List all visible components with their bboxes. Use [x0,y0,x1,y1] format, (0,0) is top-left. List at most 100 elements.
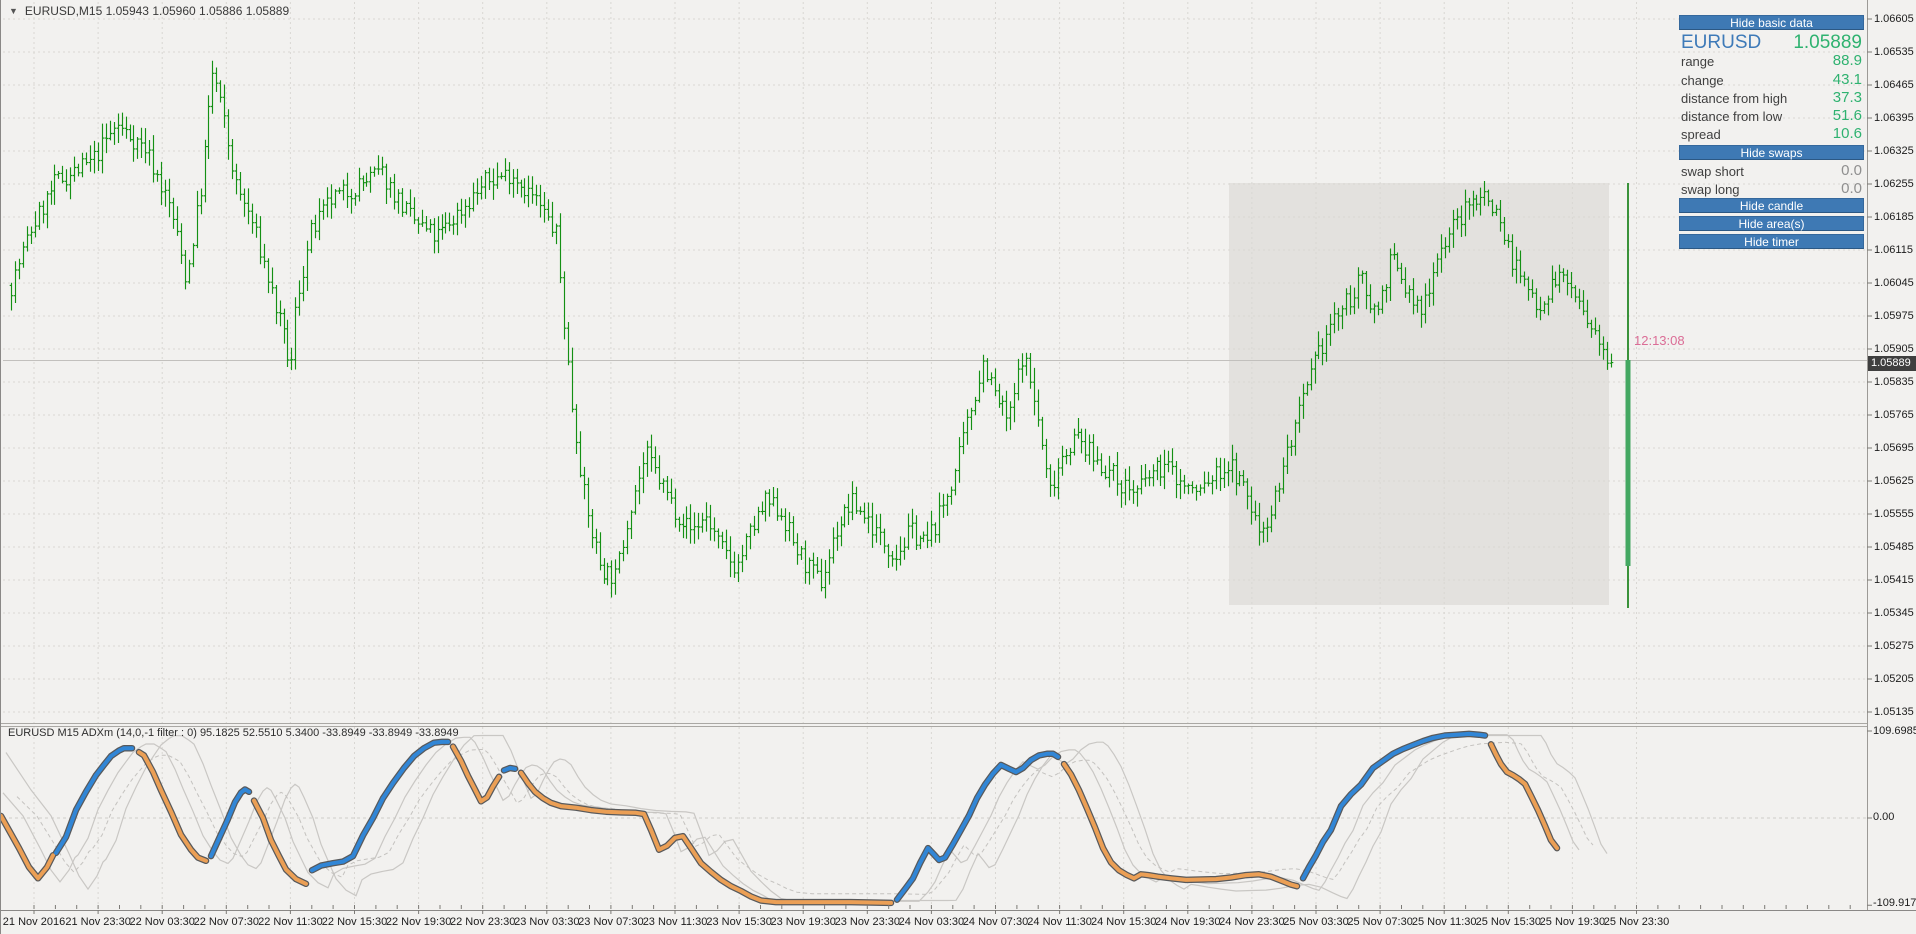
panel-price: 1.05889 [1793,32,1862,53]
stat-label: range [1681,54,1715,69]
grid-lines [3,2,1867,908]
swap-value: 0.0 [1841,162,1862,179]
symbol-dropdown-icon[interactable]: ▼ [9,6,18,16]
price-axis-label: 1.05905 [1874,343,1914,355]
price-axis-label: 1.06465 [1874,79,1914,91]
hide-candle-button[interactable]: Hide candle [1679,198,1864,213]
axis-ticks [33,18,1872,914]
price-axis-label: 1.05555 [1874,508,1914,520]
time-axis-label: 25 Nov 23:30 [1603,916,1670,928]
adx-main-line-blue [502,766,517,773]
time-axis-label: 23 Nov 07:30 [578,916,644,928]
time-axis-label: 24 Nov 19:30 [1155,916,1221,928]
adx-envelope-line [2,734,1580,902]
time-axis-label: 23 Nov 19:30 [770,916,836,928]
price-axis-label: 1.05345 [1874,607,1914,619]
time-axis-label: 24 Nov 07:30 [962,916,1029,928]
adx-main-line-orange [519,770,893,905]
hide-basic-data-button[interactable]: Hide basic data [1679,15,1864,30]
hide-timer-button[interactable]: Hide timer [1679,234,1864,249]
time-axis-label: 24 Nov 03:30 [898,916,965,928]
adx-dashed-line [16,741,1594,895]
hide-swaps-button[interactable]: Hide swaps [1679,145,1864,160]
adx-main-line-orange [1489,742,1559,851]
time-axis-label: 23 Nov 15:30 [706,916,772,928]
swap-value: 0.0 [1841,180,1862,197]
current-price-tag: 1.05889 [1868,356,1916,371]
indicator-label: EURUSD M15 ADXm (14,0,-1 filter : 0) 95.… [8,727,459,739]
price-axis-label: 1.06535 [1874,46,1914,58]
stat-value: 51.6 [1832,107,1862,124]
price-axis-label: 1.05835 [1874,376,1914,388]
time-axis-label: 25 Nov 19:30 [1539,916,1606,928]
price-axis-label: 1.06115 [1874,244,1913,256]
indicator-axis-max: 109.6985 [1873,725,1916,737]
current-candle-body [1625,360,1631,566]
stat-value: 43.1 [1832,71,1862,88]
price-axis-label: 1.05415 [1874,574,1914,586]
indicator-axis-zero: 0.00 [1873,811,1895,823]
time-axis-label: 25 Nov 03:30 [1283,916,1349,928]
pane-separator[interactable] [1,723,1867,727]
price-axis-label: 1.05205 [1874,673,1914,685]
time-axis-label: 25 Nov 07:30 [1347,916,1413,928]
price-axis-label: 1.05275 [1874,640,1914,652]
price-axis-label: 1.06395 [1874,112,1914,124]
hide-areas-button[interactable]: Hide area(s) [1679,216,1864,231]
time-axis-label: 22 Nov 23:30 [449,916,516,928]
time-axis-label: 23 Nov 23:30 [834,916,901,928]
time-axis-label: 25 Nov 11:30 [1411,916,1477,928]
time-axis-label: 24 Nov 11:30 [1027,916,1092,928]
price-bars [9,60,1614,599]
swap-label: swap long [1681,182,1740,197]
price-axis-label: 1.06325 [1874,145,1914,157]
adx-main-line-blue [310,739,450,873]
adx-main-line-blue [1301,731,1487,881]
price-axis-label: 1.06045 [1874,277,1914,289]
time-axis-label: 21 Nov 23:30 [65,916,131,928]
adx-envelope-line [5,734,1608,902]
time-axis-label: 25 Nov 15:30 [1475,916,1542,928]
time-axis-label: 22 Nov 15:30 [321,916,388,928]
price-axis-label: 1.06255 [1874,178,1914,190]
stat-label: spread [1681,127,1721,142]
price-axis-label: 1.05765 [1874,409,1914,421]
price-axis-label: 1.06185 [1874,211,1914,223]
price-axis-label: 1.05485 [1874,541,1914,553]
time-axis-label: 23 Nov 03:30 [514,916,580,928]
adx-main-line-orange [451,744,501,804]
panel-symbol: EURUSD [1681,32,1762,53]
price-axis-label: 1.06605 [1874,13,1914,25]
stat-value: 10.6 [1832,125,1862,142]
stat-value: 88.9 [1832,52,1862,69]
chart-title-text: EURUSD,M15 1.05943 1.05960 1.05886 1.058… [24,4,290,18]
price-axis-label: 1.05625 [1874,475,1914,487]
adx-main-line-blue [895,751,1060,902]
stat-label: distance from low [1681,109,1783,124]
time-axis-label: 22 Nov 19:30 [385,916,452,928]
adx-main-line-orange [137,750,208,863]
candle-countdown-timer: 12:13:08 [1634,333,1685,348]
adx-main-line-orange [252,798,308,886]
indicator-axis-min: -109.917 [1873,897,1916,909]
stat-value: 37.3 [1832,89,1862,106]
time-axis-label: 24 Nov 15:30 [1090,916,1157,928]
swap-label: swap short [1681,164,1744,179]
adx-main-line-blue [54,746,134,855]
adx-main-line-orange [1,814,55,881]
chart-title: ▼ EURUSD,M15 1.05943 1.05960 1.05886 1.05… [9,4,289,18]
adx-main-line-blue [209,787,251,859]
time-axis-label: 24 Nov 23:30 [1219,916,1285,928]
time-axis-label: 23 Nov 11:30 [642,916,708,928]
time-axis-label: 22 Nov 03:30 [129,916,195,928]
adx-main-line-orange [1062,762,1299,889]
stat-label: distance from high [1681,91,1788,106]
time-axis-label: 22 Nov 07:30 [193,916,260,928]
price-axis-label: 1.05975 [1874,310,1914,322]
price-axis-label: 1.05135 [1874,706,1914,718]
price-axis-label: 1.05695 [1874,442,1914,454]
stat-label: change [1681,73,1724,88]
time-axis-label: 22 Nov 11:30 [258,916,323,928]
